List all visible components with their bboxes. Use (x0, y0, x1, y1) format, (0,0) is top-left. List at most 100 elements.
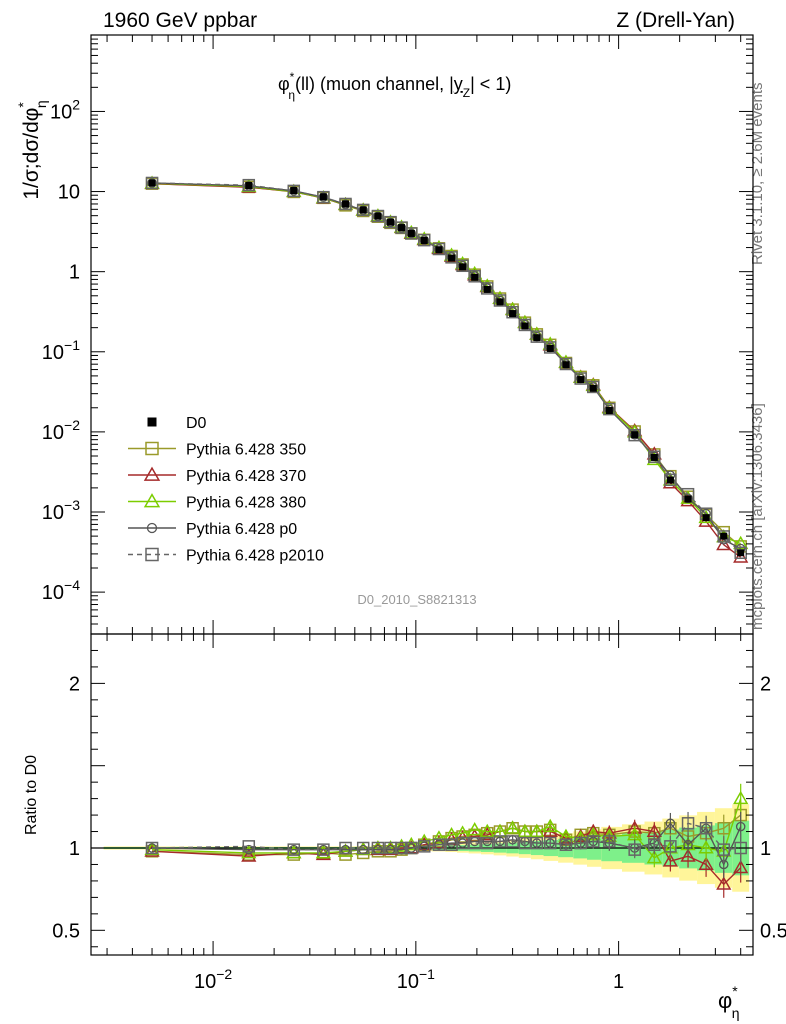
data-point (374, 212, 382, 220)
data-point (319, 193, 327, 201)
series-point-main (419, 235, 430, 245)
series-point-ratio (559, 838, 573, 851)
series-point-main (628, 428, 641, 442)
data-point (407, 229, 415, 237)
main-panel-marks (144, 175, 749, 563)
legend-label: Pythia 6.428 380 (186, 495, 306, 512)
x-tick-label: 10−1 (397, 966, 435, 993)
series-point-main (734, 546, 747, 559)
series-point-ratio (680, 848, 696, 862)
data-point (245, 182, 253, 190)
y-tick-label: 10−4 (42, 577, 80, 604)
series-point-ratio (542, 818, 558, 833)
series-point-ratio (603, 835, 616, 848)
series-point-ratio (467, 822, 483, 836)
data-point (684, 495, 692, 503)
data-point (471, 273, 479, 281)
series-point-ratio (403, 836, 419, 851)
series-point-main (287, 184, 301, 198)
series-point-ratio (145, 841, 159, 855)
series-point-main (629, 430, 640, 440)
plot-title: φ* η(ll) (muon channel, |yZ| < 1) (278, 70, 511, 102)
series-point-main (145, 176, 159, 190)
series-point-ratio (733, 790, 749, 805)
data-point (459, 263, 467, 271)
y-tick-label: 10−1 (42, 337, 80, 364)
data-point (359, 206, 367, 214)
data-point (589, 384, 597, 392)
legend-marker-data (147, 417, 157, 427)
series-point-ratio (574, 836, 587, 850)
series-point-ratio (431, 830, 447, 844)
ratio-tick-label: 2 (69, 673, 80, 695)
series-point-ratio (717, 843, 731, 856)
data-point (546, 344, 554, 352)
data-point (420, 236, 428, 244)
series-point-main (559, 357, 573, 371)
series-point-main (506, 305, 519, 319)
series-point-ratio (317, 843, 330, 856)
data-point (509, 310, 517, 318)
legend-label: Pythia 6.428 370 (186, 468, 306, 485)
series-line-ratio (152, 822, 741, 851)
y-tick-label: 10 (58, 182, 80, 204)
data-point (720, 532, 728, 540)
data-point (148, 179, 156, 187)
legend-marker (143, 466, 161, 481)
ratio-y-axis-label: Ratio to D0 (23, 755, 40, 835)
x-tick-label: 1 (613, 971, 624, 993)
series-point-main (417, 233, 431, 247)
series-point-ratio (530, 836, 544, 850)
series-point-ratio (339, 841, 352, 855)
legend-marker (143, 493, 161, 508)
ratio-tick-label: 0.5 (52, 920, 80, 942)
data-point (448, 254, 456, 262)
data-point (398, 224, 406, 232)
data-point (533, 334, 541, 342)
ratio-panel-marks (144, 783, 749, 898)
legend-label: Pythia 6.428 350 (186, 442, 306, 459)
series-point-ratio (587, 835, 600, 848)
ratio-tick-label-right: 0.5 (760, 920, 786, 942)
series-point-main (358, 205, 368, 216)
series-point-main (664, 473, 677, 487)
data-point (737, 549, 745, 557)
data-point (496, 298, 504, 306)
series-point-ratio (144, 841, 160, 856)
series-point-main (385, 217, 396, 228)
legend: D0 Pythia 6.428 350 Pythia 6.428 370 Pythia… (128, 415, 324, 565)
series-point-ratio (244, 844, 254, 855)
series-point-main (445, 251, 458, 264)
x-axis-label: φ* η (718, 983, 740, 1021)
series-point-ratio (504, 820, 521, 834)
series-line-ratio (152, 822, 742, 867)
series-point-ratio (664, 840, 677, 853)
y-tick-label: 102 (50, 96, 80, 123)
series-point-ratio (683, 839, 693, 850)
series-point-ratio (506, 835, 519, 848)
data-point (290, 187, 298, 195)
series-point-ratio (395, 841, 408, 855)
series-point-ratio (493, 835, 507, 848)
series-point-ratio (287, 843, 301, 856)
ratio-tick-label-right: 1 (760, 838, 771, 860)
series-point-ratio (733, 859, 749, 874)
series-point-main (405, 227, 418, 240)
series-point-main (574, 372, 587, 385)
main-y-axis-label: 1/σ;dσ/dφ* η (15, 100, 49, 199)
legend-marker (145, 441, 159, 456)
series-point-ratio (662, 853, 678, 867)
series-point-main (371, 209, 385, 223)
series-point-ratio (735, 821, 746, 832)
series-point-ratio (699, 821, 713, 835)
series-point-ratio (371, 841, 385, 855)
analysis-id-label: D0_2010_S8821313 (357, 592, 476, 607)
series-point-ratio (717, 821, 731, 835)
data-point (631, 431, 639, 439)
series-point-ratio (468, 836, 481, 850)
series-point-ratio (481, 836, 494, 850)
data-point (387, 218, 395, 226)
series-point-main (716, 536, 732, 551)
series-point-ratio (681, 817, 695, 830)
series-point-ratio (543, 836, 557, 850)
